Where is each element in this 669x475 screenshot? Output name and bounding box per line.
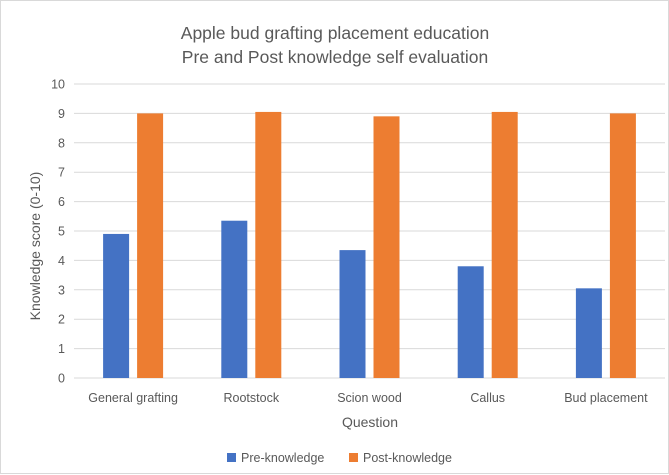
bars <box>103 111 636 379</box>
x-tick-label: Rootstock <box>224 391 280 405</box>
y-tick-label: 1 <box>58 342 65 356</box>
y-tick-label: 8 <box>58 136 65 150</box>
chart-title-line-1: Apple bud grafting placement education <box>181 23 489 43</box>
y-tick-label: 4 <box>58 254 65 268</box>
bar-post-knowledge-bud-placement <box>609 113 636 379</box>
y-tick-label: 0 <box>58 372 65 386</box>
y-axis-ticks: 0 1 2 3 4 5 6 7 8 9 10 <box>51 78 65 386</box>
x-axis-ticks: General grafting Rootstock Scion wood Callu… <box>88 391 648 405</box>
legend-swatch-pre-knowledge <box>227 453 236 462</box>
bar-post-knowledge-callus <box>491 111 518 379</box>
bar-post-knowledge-general-grafting <box>137 113 164 379</box>
x-tick-label: Callus <box>470 391 505 405</box>
gridlines <box>74 83 665 379</box>
x-tick-label: Scion wood <box>337 391 402 405</box>
y-tick-label: 7 <box>58 166 65 180</box>
y-tick-label: 3 <box>58 283 65 297</box>
y-tick-label: 9 <box>58 107 65 121</box>
x-axis-title: Question <box>342 414 398 430</box>
legend-label-pre-knowledge: Pre-knowledge <box>241 451 324 465</box>
bar-pre-knowledge-scion-wood <box>339 250 366 378</box>
bar-pre-knowledge-bud-placement <box>575 288 602 378</box>
bar-pre-knowledge-general-grafting <box>103 233 130 378</box>
x-tick-label: Bud placement <box>564 391 648 405</box>
bar-pre-knowledge-callus <box>457 266 484 378</box>
bar-post-knowledge-rootstock <box>255 111 282 379</box>
bar-pre-knowledge-rootstock <box>221 220 248 378</box>
legend-swatch-post-knowledge <box>349 453 358 462</box>
y-tick-label: 2 <box>58 313 65 327</box>
x-tick-label: General grafting <box>88 391 178 405</box>
legend: Pre-knowledge Post-knowledge <box>227 451 452 465</box>
y-tick-label: 5 <box>58 225 65 239</box>
bar-post-knowledge-scion-wood <box>373 116 400 378</box>
y-tick-label: 6 <box>58 195 65 209</box>
y-axis-title: Knowledge score (0-10) <box>27 172 43 321</box>
legend-label-post-knowledge: Post-knowledge <box>363 451 452 465</box>
chart-title-line-2: Pre and Post knowledge self evaluation <box>182 47 488 67</box>
y-tick-label: 10 <box>51 78 65 92</box>
